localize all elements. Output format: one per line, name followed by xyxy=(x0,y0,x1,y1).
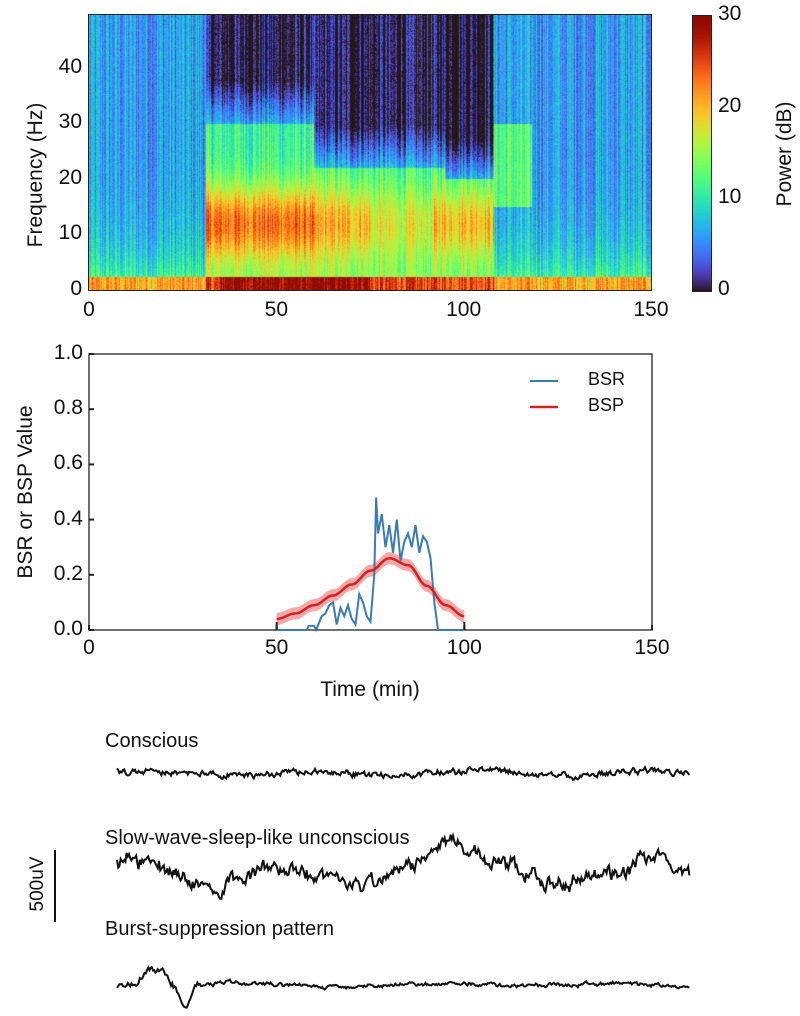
bsr-ytick: 0.2 xyxy=(53,561,83,585)
trace-label-burst-suppression: Burst-suppression pattern xyxy=(105,918,335,940)
bsr-xtick: 0 xyxy=(83,636,95,659)
eeg-trace-slow-wave xyxy=(116,831,691,900)
colorbar-tick: 10 xyxy=(718,185,742,209)
spectrogram-xtick: 150 xyxy=(633,298,669,321)
legend-bsp-label: BSP xyxy=(588,395,625,415)
colorbar-tick: 30 xyxy=(718,2,742,25)
bsr-ytick: 0.4 xyxy=(53,506,83,530)
scale-bar xyxy=(54,850,56,922)
trace-label-slow-wave: Slow-wave-sleep-like unconscious xyxy=(105,827,410,849)
spectrogram-xtick: 50 xyxy=(264,298,288,321)
spectrogram-ytick: 10 xyxy=(58,221,82,245)
bsr-xtick: 100 xyxy=(446,636,482,659)
colorbar-tick: 0 xyxy=(718,277,730,300)
bsp-confidence-band xyxy=(276,552,465,626)
spectrogram-heatmap xyxy=(89,15,651,290)
colorbar-tick: 20 xyxy=(718,93,742,117)
spectrogram-frame xyxy=(88,14,652,291)
bsr-plot-frame xyxy=(88,353,653,631)
spectrogram-ytick: 20 xyxy=(58,165,82,189)
spectrogram-xtick: 100 xyxy=(446,298,482,321)
bsr-ytick: 0.0 xyxy=(53,617,83,640)
bsp-line xyxy=(276,556,465,621)
trace-label-conscious: Conscious xyxy=(105,730,199,752)
bsr-line xyxy=(276,497,465,633)
eeg-trace-conscious xyxy=(116,765,691,781)
spectrogram-ytick: 30 xyxy=(58,110,82,134)
bsr-xlabel: Time (min) xyxy=(320,678,420,701)
colorbar xyxy=(692,15,712,292)
bsr-ytick: 1.0 xyxy=(53,341,83,364)
bsr-xtick: 150 xyxy=(634,636,670,659)
spectrogram-xtick: 0 xyxy=(83,298,95,321)
bsr-xtick: 50 xyxy=(264,636,289,659)
bsr-ytick: 0.6 xyxy=(53,451,83,475)
legend-bsr-label: BSR xyxy=(588,369,626,389)
bsr-ytick: 0.8 xyxy=(53,396,83,420)
spectrogram-ytick: 40 xyxy=(58,54,82,78)
spectrogram-ytick: 0 xyxy=(70,277,82,300)
eeg-trace-burst-suppression xyxy=(116,965,690,1009)
